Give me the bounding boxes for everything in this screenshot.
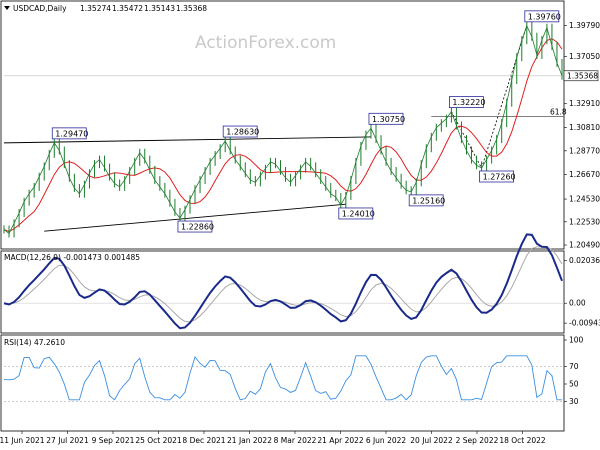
rsi-y-label: 50: [569, 380, 579, 389]
last-price-tag: [563, 70, 599, 82]
price-y-label: 1.26670: [569, 170, 600, 179]
price-y-label: 1.24530: [569, 195, 600, 204]
lower-trendline: [44, 203, 346, 232]
annotation-label: 1.29470: [55, 129, 88, 138]
ohlc-high: 1.35472: [112, 4, 143, 13]
x-tick-label: 2 Sep 2022: [456, 436, 499, 445]
annotation-box: [368, 112, 404, 125]
macd-y-label: 0.02036: [569, 256, 600, 265]
annotation-box: [408, 194, 444, 207]
chart-title: USDCAD,Daily: [13, 4, 67, 13]
last-price-value: 1.35368: [567, 71, 598, 80]
annotation-label: 1.22860: [181, 223, 214, 232]
x-tick-label: 21 Jan 2022: [227, 436, 272, 445]
x-tick-label: 20 Jul 2022: [410, 436, 453, 445]
annotation-box: [51, 127, 87, 140]
price-y-label: 1.32910: [569, 99, 600, 108]
x-tick-label: 25 Oct 2021: [135, 436, 182, 445]
price-panel: 1.39790 1.37050 1.32910 1.30810 1.28770 1.266…: [3, 10, 600, 250]
x-tick-label: 11 Jun 2021: [0, 436, 45, 445]
x-tick-label: 6 Jun 2022: [366, 436, 407, 445]
upper-trendline: [3, 136, 371, 144]
ohlc-close: 1.35368: [176, 4, 207, 13]
annotation-box: [177, 220, 213, 233]
rsi-y-label: 70: [569, 362, 579, 371]
x-tick-label: 8 Dec 2021: [182, 436, 225, 445]
annotation-label: 1.24010: [342, 209, 375, 218]
annotation-label: 1.32220: [452, 98, 485, 107]
annotation-box: [222, 125, 258, 138]
macd-panel-frame: [0, 250, 565, 334]
watermark: ActionForex.com: [195, 33, 336, 53]
price-y-label: 1.39790: [569, 21, 600, 30]
dropdown-triangle-icon: [4, 6, 10, 10]
price-panel-frame: [0, 0, 565, 250]
annotation-label: 1.39760: [528, 12, 561, 21]
annotation-label: 1.28630: [226, 128, 259, 137]
x-tick-label: 9 Sep 2021: [92, 436, 135, 445]
rsi-label: RSI(14) 47.2610: [4, 338, 65, 347]
macd-line: [3, 233, 563, 330]
rsi-panel-frame: [0, 334, 565, 432]
rsi-y-label: 30: [569, 397, 579, 406]
x-axis: 11 Jun 2021 27 Jul 2021 9 Sep 2021 25 Oct 2…: [0, 431, 546, 445]
x-tick-label: 8 Mar 2022: [274, 436, 317, 445]
rsi-panel: 100 70 50 30: [3, 336, 584, 406]
fib-618-label: 61.8: [550, 107, 567, 116]
annotation-label: 1.25160: [412, 196, 445, 205]
x-tick-label: 21 Apr 2022: [317, 436, 364, 445]
ohlc-low: 1.35143: [144, 4, 175, 13]
macd-y-label: -0.009438: [569, 319, 600, 328]
price-y-label: 1.37050: [569, 52, 600, 61]
price-y-label: 1.30810: [569, 123, 600, 132]
x-tick-label: 18 Oct 2022: [499, 436, 546, 445]
price-y-label: 1.22530: [569, 217, 600, 226]
annotation-box: [479, 170, 514, 183]
price-y-label: 1.28770: [569, 146, 600, 155]
macd-label: MACD(12,26,9) -0.001473 0.001485: [4, 253, 140, 262]
price-y-label: 1.20490: [569, 241, 600, 250]
annotation-box: [338, 207, 374, 220]
ohlc-open: 1.35274: [80, 4, 111, 13]
rsi-y-label: 100: [569, 336, 584, 345]
annotation-label: 1.30750: [372, 115, 405, 124]
price-close-line: [3, 24, 563, 235]
rsi-line: [3, 355, 562, 401]
annotation-label: 1.27260: [483, 173, 516, 182]
moving-average-line: [3, 38, 563, 233]
macd-y-label: 0.00: [569, 299, 586, 308]
annotation-box: [524, 10, 560, 23]
x-tick-label: 27 Jul 2021: [46, 436, 89, 445]
annotation-box: [449, 96, 484, 108]
macd-panel: 0.02036 0.00 -0.009438: [3, 233, 600, 330]
